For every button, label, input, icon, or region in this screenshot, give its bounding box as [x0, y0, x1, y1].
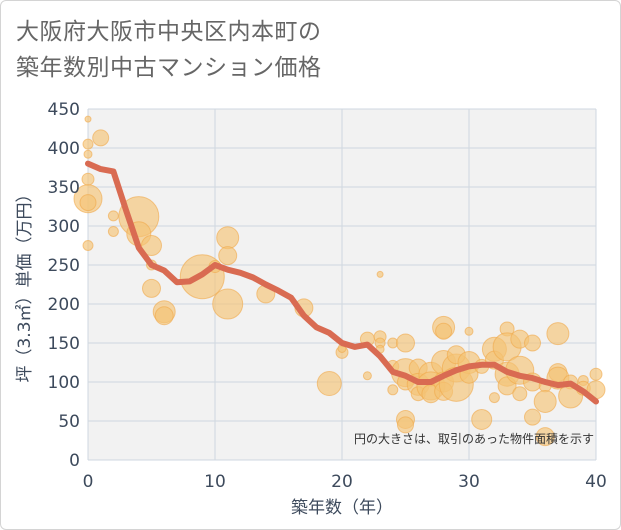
bubble-point	[82, 138, 94, 150]
bubble-point	[154, 306, 174, 326]
bubble-point	[84, 115, 92, 123]
chart-title: 大阪府大阪市中央区内本町の 築年数別中古マンション価格	[16, 14, 322, 86]
bubble-point	[82, 240, 94, 251]
size-annotation: 円の大きさは、取引のあった物件面積を示す	[354, 431, 594, 446]
bubble-point	[524, 334, 541, 352]
bubble-point	[218, 246, 238, 266]
y-tick-label: 50	[58, 412, 80, 432]
bubble-point	[464, 326, 474, 336]
bubble-point	[316, 371, 342, 397]
x-tick-label: 0	[83, 472, 94, 492]
x-tick-label: 30	[458, 472, 480, 492]
x-tick-label: 40	[585, 472, 607, 492]
bubble-point	[81, 172, 95, 186]
bubble-point	[212, 288, 244, 320]
grid-lines	[87, 108, 597, 461]
bubble-point	[92, 129, 110, 147]
bubble-point	[488, 392, 500, 404]
bubble-point	[107, 225, 119, 237]
bubble-point	[512, 386, 528, 402]
y-tick-label: 350	[48, 178, 80, 198]
bubble-point	[142, 278, 161, 298]
y-tick-label: 450	[48, 100, 80, 120]
bubble-point	[362, 371, 372, 381]
bubble-point	[471, 408, 493, 430]
bubble-point	[376, 270, 384, 278]
bubble-point	[387, 384, 399, 396]
bubble-point	[535, 427, 555, 447]
x-tick-label: 10	[204, 472, 226, 492]
bubble-point	[83, 149, 93, 159]
y-axis-title: 坪（3.3㎡）単価（万円）	[15, 185, 35, 382]
bubble-point	[397, 416, 414, 434]
bubble-point	[546, 322, 570, 346]
y-tick-label: 200	[48, 295, 80, 315]
bubble-point	[141, 235, 162, 256]
y-tick-label: 250	[48, 256, 80, 276]
trend-line	[85, 160, 599, 405]
x-tick-label: 20	[331, 472, 353, 492]
bubble-point	[533, 390, 557, 413]
chart-title-line-2: 築年数別中古マンション価格	[16, 55, 322, 81]
bubble-point	[435, 322, 453, 340]
bubble-point	[107, 210, 119, 222]
x-axis-title: 築年数（年）	[291, 498, 393, 518]
y-tick-label: 0	[69, 451, 80, 471]
y-tick-label: 300	[48, 217, 80, 237]
y-tick-labels: 0 50 100 150 200 250 300 350 400 450	[48, 100, 80, 471]
bubble-point	[589, 367, 603, 381]
bubble-point	[79, 194, 97, 212]
y-tick-label: 400	[48, 139, 80, 159]
chart-title-line-1: 大阪府大阪市中央区内本町の	[16, 19, 322, 45]
bubble-point	[216, 226, 240, 250]
x-tick-labels: 0 10 20 30 40	[83, 472, 607, 492]
y-tick-label: 150	[48, 334, 80, 354]
bubble-point	[524, 408, 541, 426]
y-tick-label: 100	[48, 373, 80, 393]
bubble-point	[396, 333, 415, 353]
